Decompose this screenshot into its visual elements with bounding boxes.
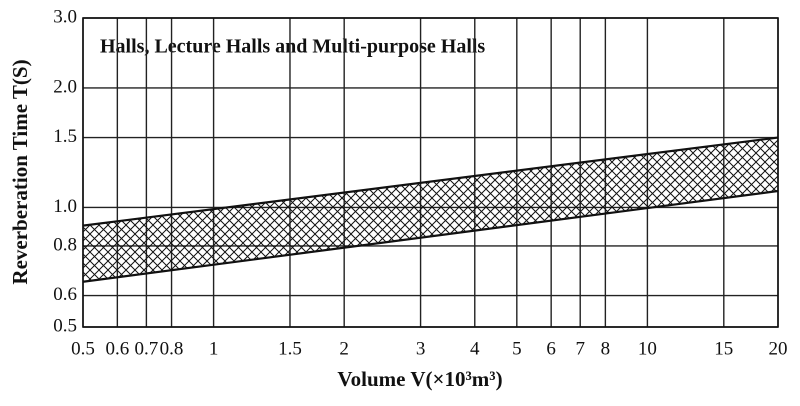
y-tick-label: 1.0	[53, 196, 77, 217]
x-tick-label: 0.6	[105, 338, 129, 359]
y-axis-label: Reverberation Time T(S)	[8, 59, 32, 284]
y-tick-label: 1.5	[53, 126, 77, 147]
x-tick-label: 3	[416, 338, 426, 359]
x-tick-label: 5	[512, 338, 522, 359]
x-tick-label: 0.8	[160, 338, 184, 359]
x-tick-label: 6	[546, 338, 556, 359]
x-tick-label: 10	[638, 338, 657, 359]
x-tick-label: 7	[575, 338, 585, 359]
x-tick-label: 20	[769, 338, 788, 359]
x-tick-label: 0.7	[135, 338, 159, 359]
x-axis-label: Volume V(×10³m³)	[337, 367, 502, 391]
x-tick-label: 1	[209, 338, 219, 359]
y-tick-label: 0.5	[53, 315, 77, 336]
chart-title: Halls, Lecture Halls and Multi-purpose H…	[100, 36, 485, 58]
y-tick-label: 3.0	[53, 6, 77, 27]
y-tick-label: 0.8	[53, 234, 77, 255]
band-edge	[82, 136, 779, 227]
x-tick-label: 4	[470, 338, 480, 359]
x-tick-label: 8	[601, 338, 611, 359]
plot-frame	[82, 17, 779, 328]
band-fill	[83, 137, 778, 282]
x-tick-label: 15	[714, 338, 733, 359]
x-tick-label: 2	[339, 338, 349, 359]
band-edge	[82, 189, 779, 283]
y-tick-label: 2.0	[53, 76, 77, 97]
x-tick-label: 1.5	[278, 338, 302, 359]
y-tick-label: 0.6	[53, 284, 77, 305]
x-tick-label: 0.5	[71, 338, 95, 359]
